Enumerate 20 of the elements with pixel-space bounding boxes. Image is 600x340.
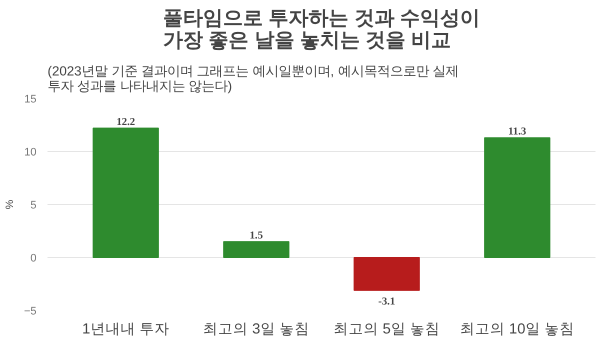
bar: [92, 128, 159, 258]
x-tick-label: 최고의 5일 놓침: [334, 322, 440, 338]
data-label: 12.2: [116, 117, 136, 128]
chart-title: 풀타임으로 투자하는 것과 수익성이 가장 좋은 날을 놓치는 것을 비교: [163, 8, 480, 52]
data-label: -3.1: [378, 296, 396, 308]
data-label: 1.5: [250, 230, 263, 242]
y-tick-label: 5: [30, 200, 37, 212]
data-label: 11.3: [508, 126, 526, 138]
chart-subtitle: (2023년말 기준 결과이며 그래프는 예시일뿐이며, 예시목적으로만 실제 투자 성과를 나타내지는 않는다): [48, 64, 459, 94]
x-tick-label: 1년내내 투자: [82, 322, 170, 338]
y-tick-label: 10: [24, 146, 37, 158]
bar: [484, 137, 550, 258]
y-axis-title: %: [4, 199, 16, 210]
bar: [354, 257, 420, 291]
y-tick-label: 15: [24, 94, 37, 106]
y-tick-label: 0: [30, 252, 37, 264]
x-tick-label: 최고의 10일 놓침: [460, 322, 574, 338]
x-tick-label: 최고의 3일 놓침: [203, 322, 310, 338]
y-tick-label: −5: [24, 306, 37, 318]
bar: [223, 241, 290, 258]
